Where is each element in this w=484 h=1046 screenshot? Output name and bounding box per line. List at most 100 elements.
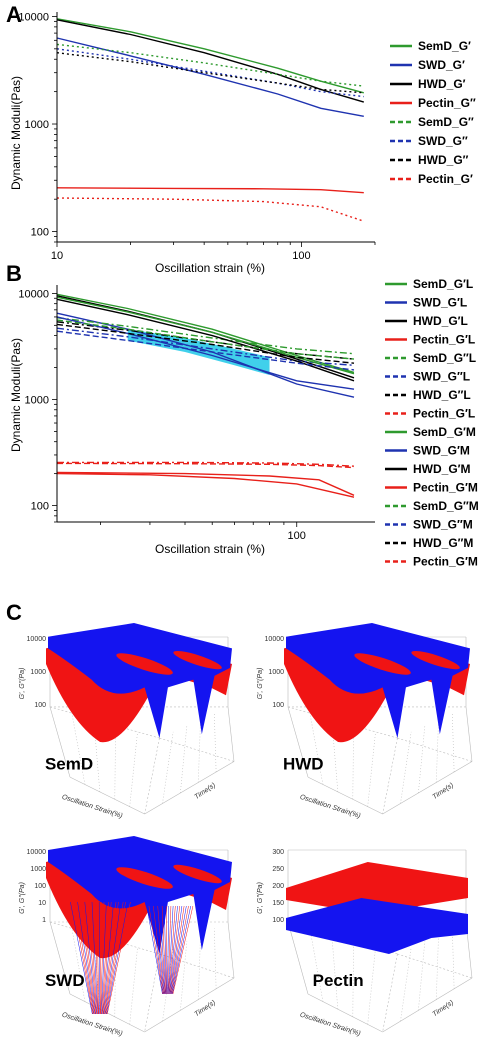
surface-mesh-line [150, 905, 164, 995]
z-tick-label: 100 [34, 702, 46, 709]
surface-blue [286, 898, 468, 954]
surface-mesh-line [105, 901, 124, 1015]
legend-entry: HWD_G″ [418, 153, 469, 167]
legend-entry: SemD_G″L [413, 351, 476, 365]
surface-mesh-line [99, 901, 102, 1015]
surface-mesh-line [86, 901, 97, 1015]
series-line-0 [56, 18, 364, 94]
surface-mesh-line [155, 905, 165, 995]
surface-mesh-line [167, 905, 172, 995]
z-tick-label: 100 [272, 917, 284, 924]
box-edge [129, 947, 138, 1025]
surface-hwd: 10000 1000 100 G′, G″(Pa) Oscillation Strain… [257, 623, 473, 820]
y-axis-label: Time(s) [431, 999, 455, 1018]
box-edge [307, 776, 383, 815]
surface-ridge [173, 864, 222, 884]
series-line-7 [56, 197, 365, 222]
surface-mesh-line [167, 905, 169, 995]
z-tick-label: 150 [272, 900, 284, 907]
legend-entry: Pectin_G′M [413, 481, 478, 495]
z-tick-label: 10000 [265, 636, 285, 643]
y-tick-label: 100 [31, 501, 49, 513]
z-tick-label: 1000 [30, 866, 46, 873]
surface-mesh-line [72, 901, 94, 1015]
surface-mesh-line [153, 905, 165, 995]
box-edge [162, 947, 174, 1022]
box-edge [71, 713, 86, 785]
box-edge [465, 706, 473, 762]
box-edge [367, 947, 376, 1025]
box-edge [144, 761, 235, 815]
chart-a-xlabel: Oscillation strain (%) [155, 261, 265, 275]
chart-b-ylabel: Dynamic Moduli(Pas) [9, 338, 23, 452]
surface-mesh-line [168, 905, 174, 995]
box-edge [352, 941, 354, 1017]
panel-label-b: B [6, 261, 22, 286]
box-edge [400, 731, 412, 804]
surface-mesh-line [164, 905, 167, 995]
z-tick-label: 250 [272, 866, 284, 873]
legend-entry: HWD_G′L [413, 314, 468, 328]
box-edge [159, 953, 235, 979]
series-line-0 [56, 293, 355, 374]
box-edge [144, 977, 235, 1033]
surface-semd: 10000 1000 100 G′, G″(Pa) Oscillation Strain… [19, 623, 235, 820]
surface-ridge [354, 653, 411, 675]
surface-mesh-line [104, 901, 119, 1015]
box-edge [162, 731, 174, 804]
surface-mesh-line [70, 901, 93, 1015]
chart-b-legend: SemD_G′L SWD_G′L HWD_G′L Pectin_G′L SemD_G″L… [385, 277, 479, 569]
surface-ridge [411, 650, 460, 670]
x-tick-label: 100 [288, 530, 306, 542]
surface-mesh-line [102, 901, 114, 1015]
surface-name: HWD [283, 754, 324, 773]
surface-blue [286, 623, 470, 739]
z-tick-label: 200 [272, 883, 284, 890]
z-tick-label: 10000 [27, 636, 47, 643]
legend-entry: HWD_G′M [413, 462, 471, 476]
box-edge [227, 706, 235, 762]
box-edge [451, 928, 455, 989]
surface-blue [48, 623, 232, 739]
series-line-7 [57, 461, 355, 467]
z-tick-label: 10000 [27, 849, 47, 856]
box-edge [213, 928, 217, 989]
z-tick-label: 300 [272, 849, 284, 856]
surface-mesh-line [102, 901, 112, 1015]
surface-name: SemD [45, 754, 93, 773]
x-axis-label: Oscillation Strain(%) [299, 1011, 361, 1037]
box-edge [382, 953, 398, 1033]
series-line-3 [56, 472, 355, 498]
surface-mesh-line [77, 901, 95, 1015]
surface-mesh-line [94, 901, 99, 1015]
surface-mesh-line [89, 901, 98, 1015]
surface-red [286, 862, 468, 918]
box-edge [418, 941, 426, 1011]
chart-c: 10000 1000 100 G′, G″(Pa) Oscillation Strain… [19, 623, 473, 1038]
box-edge [213, 713, 217, 773]
box-edge [367, 731, 376, 807]
surface-mesh-line [103, 901, 117, 1015]
surface-ridge [116, 867, 173, 889]
legend-entry: HWD_G′ [418, 77, 466, 91]
box-edge [144, 738, 160, 815]
legend-entry: SemD_G′ [418, 39, 471, 53]
series-line-5 [56, 48, 364, 98]
chart-a-legend: SemD_G′ SWD_G′ HWD_G′ Pectin_G″ SemD_G″ SWD_G… [390, 39, 476, 186]
legend-entry: Pectin_G′M [413, 555, 478, 569]
surface-mesh-line [170, 905, 183, 995]
legend-entry: Pectin_G″ [418, 96, 476, 110]
box-edge [309, 928, 324, 1002]
surface-mesh-line [159, 905, 166, 995]
box-edge [287, 706, 309, 778]
legend-entry: SemD_G′L [413, 277, 473, 291]
z-axis-label: G′, G″(Pa) [257, 882, 264, 914]
surface-mesh-line [104, 901, 122, 1015]
chart-b: 100 1000 10000 100 Oscillation strain (%) D… [9, 277, 479, 569]
panel-label-a: A [6, 2, 22, 27]
series-line-4 [56, 317, 355, 355]
box-edge [69, 776, 145, 815]
surface-mesh-line [96, 901, 100, 1015]
